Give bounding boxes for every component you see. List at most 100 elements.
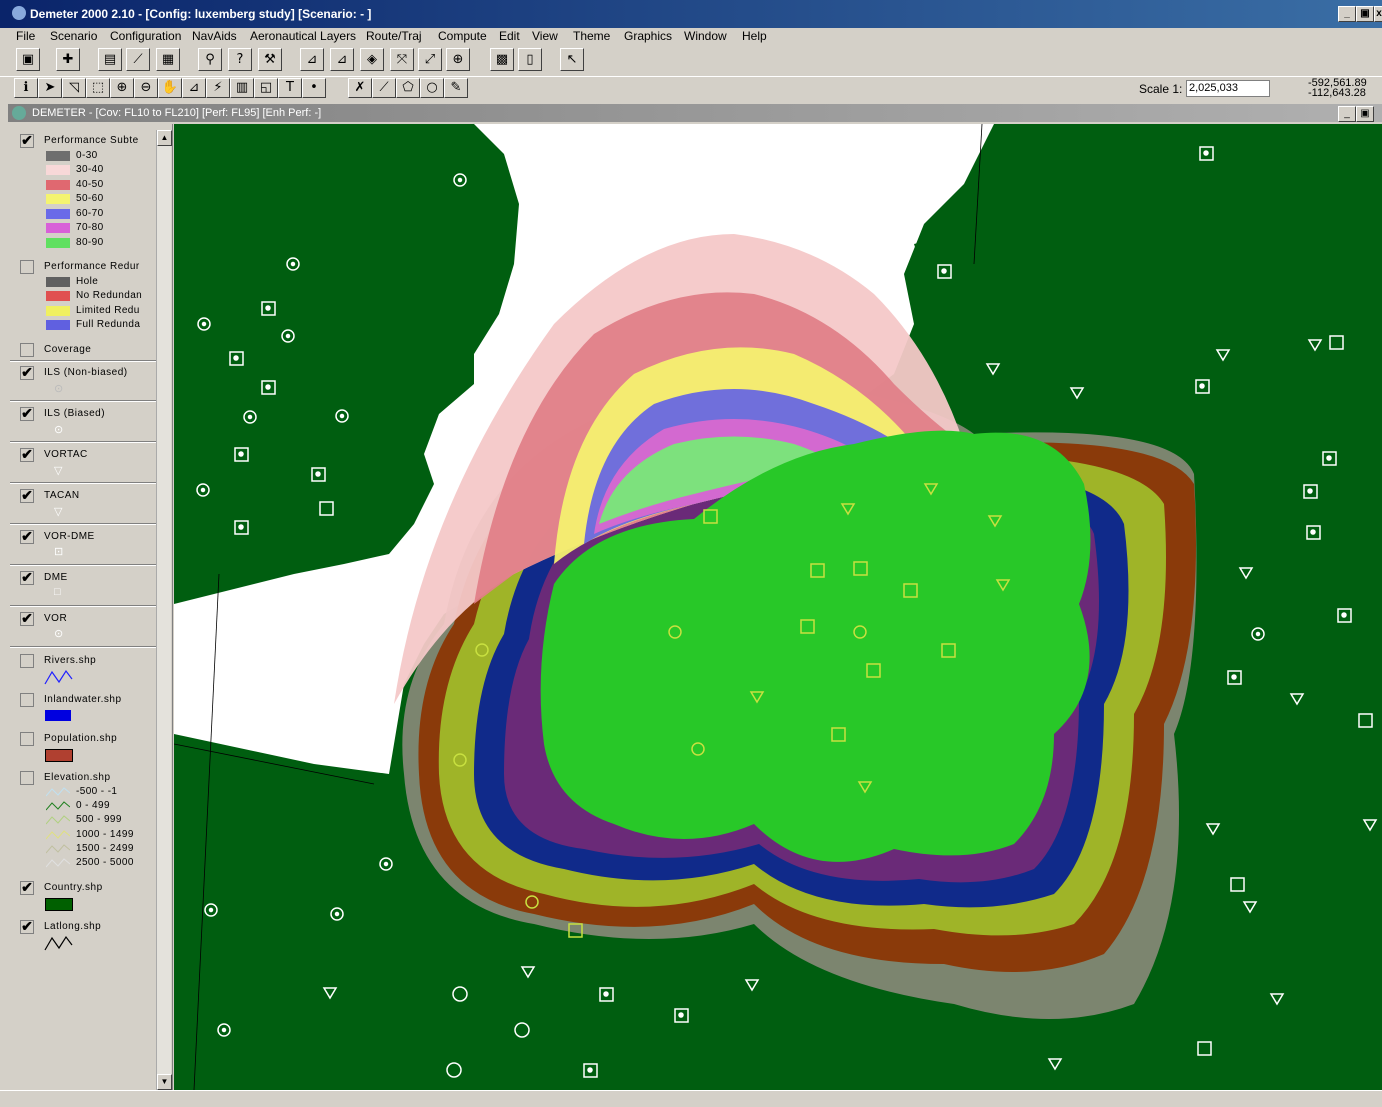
menu-view[interactable]: View bbox=[532, 29, 558, 43]
vor-icon[interactable] bbox=[217, 1023, 231, 1037]
vor-dme-icon[interactable] bbox=[311, 467, 326, 482]
menu-help[interactable]: Help bbox=[742, 29, 767, 43]
ils-biased-checkbox[interactable]: ✔ bbox=[20, 405, 34, 421]
coverage-checkbox[interactable] bbox=[20, 343, 34, 357]
vor-dme-icon[interactable] bbox=[261, 380, 276, 395]
performance-redundancy-checkbox[interactable] bbox=[20, 260, 34, 274]
draw-line-icon[interactable]: ⟋ bbox=[372, 78, 396, 98]
dme-icon[interactable] bbox=[1329, 335, 1344, 350]
vor-icon[interactable] bbox=[668, 625, 682, 639]
vortac-icon[interactable] bbox=[840, 503, 856, 516]
menu-navaids[interactable]: NavAids bbox=[192, 29, 237, 43]
vor-dme-icon[interactable] bbox=[229, 351, 244, 366]
edit-config-icon[interactable]: ▤ bbox=[98, 48, 122, 71]
context-help-icon[interactable]: ↖ bbox=[560, 48, 584, 71]
vor-icon[interactable] bbox=[453, 173, 467, 187]
info-icon[interactable]: ℹ bbox=[14, 78, 38, 98]
vor-dme-icon[interactable] bbox=[234, 520, 249, 535]
legend-scrollbar[interactable]: ▲ ▼ bbox=[156, 130, 172, 1090]
vortac-icon[interactable] bbox=[520, 966, 536, 979]
vortac-icon[interactable] bbox=[1069, 387, 1085, 400]
vor-dme-icon[interactable] bbox=[674, 1008, 689, 1023]
vor-dme-icon[interactable] bbox=[853, 561, 868, 576]
vortac-icon[interactable] bbox=[1215, 349, 1231, 362]
vor-icon[interactable] bbox=[475, 643, 489, 657]
vor-icon[interactable] bbox=[335, 409, 349, 423]
menu-compute[interactable]: Compute bbox=[438, 29, 487, 43]
hotlink-icon[interactable]: ⚡ bbox=[206, 78, 230, 98]
expand-icon[interactable]: ⤢ bbox=[418, 48, 442, 71]
zoom-out-icon[interactable]: ⊖ bbox=[134, 78, 158, 98]
table-icon[interactable]: ▦ bbox=[156, 48, 180, 71]
save-icon[interactable]: ▣ bbox=[16, 48, 40, 71]
menu-theme[interactable]: Theme bbox=[573, 29, 611, 43]
vor-dme-icon[interactable] bbox=[866, 663, 881, 678]
vor-icon[interactable] bbox=[853, 625, 867, 639]
vortac-icon[interactable] bbox=[1242, 901, 1258, 914]
vor-icon[interactable] bbox=[1251, 627, 1265, 641]
vor-dme-icon[interactable] bbox=[1199, 146, 1214, 161]
dme-icon[interactable] bbox=[319, 501, 334, 516]
vortac-icon[interactable] bbox=[1205, 823, 1221, 836]
measure-icon[interactable]: ⊿ bbox=[182, 78, 206, 98]
layer-edit-icon[interactable]: ⊿ bbox=[300, 48, 324, 71]
vor-icon[interactable] bbox=[197, 317, 211, 331]
vortac-icon[interactable] bbox=[987, 515, 1003, 528]
close-button[interactable]: x bbox=[1374, 6, 1382, 22]
vor-icon[interactable] bbox=[525, 895, 539, 909]
menu-configuration[interactable]: Configuration bbox=[110, 29, 182, 43]
binoculars-icon[interactable]: ⚲ bbox=[198, 48, 222, 71]
route-icon[interactable]: ⟋ bbox=[126, 48, 150, 71]
vertex-icon[interactable]: ◹ bbox=[62, 78, 86, 98]
map-restore-button[interactable]: ▣ bbox=[1356, 106, 1374, 122]
center-icon[interactable]: ⊕ bbox=[446, 48, 470, 71]
vor-icon[interactable] bbox=[379, 857, 393, 871]
vor-dme-icon[interactable] bbox=[599, 987, 614, 1002]
menu-window[interactable]: Window bbox=[684, 29, 727, 43]
vor-dme-checkbox[interactable]: ✔ bbox=[20, 528, 34, 544]
select-box-icon[interactable]: ⬚ bbox=[86, 78, 110, 98]
vor-dme-icon[interactable] bbox=[568, 923, 583, 938]
label-icon[interactable]: ▥ bbox=[230, 78, 254, 98]
vor-dme-icon[interactable] bbox=[810, 563, 825, 578]
vor-icon[interactable] bbox=[243, 410, 257, 424]
window-title-bar[interactable]: Demeter 2000 2.10 - [Config: luxemberg s… bbox=[0, 0, 1382, 28]
menu-edit[interactable]: Edit bbox=[499, 29, 520, 43]
grid-icon[interactable]: ▩ bbox=[490, 48, 514, 71]
elevation-checkbox[interactable] bbox=[20, 771, 34, 785]
menu-route-traj[interactable]: Route/Traj bbox=[366, 29, 422, 43]
pointer-icon[interactable]: ➤ bbox=[38, 78, 62, 98]
ils-nonbiased-checkbox[interactable]: ✔ bbox=[20, 364, 34, 380]
vor-icon[interactable] bbox=[281, 329, 295, 343]
rivers-checkbox[interactable] bbox=[20, 654, 34, 668]
latlong-checkbox[interactable]: ✔ bbox=[20, 918, 34, 934]
vor-dme-icon[interactable] bbox=[941, 643, 956, 658]
minimize-button[interactable]: _ bbox=[1338, 6, 1356, 22]
inlandwater-checkbox[interactable] bbox=[20, 693, 34, 707]
shrink-icon[interactable]: ⤧ bbox=[390, 48, 414, 71]
draw-circle-icon[interactable]: ○ bbox=[420, 78, 444, 98]
vortac-icon[interactable] bbox=[749, 691, 765, 704]
vortac-icon[interactable] bbox=[1362, 819, 1378, 832]
point-icon[interactable]: • bbox=[302, 78, 326, 98]
vortac-icon[interactable] bbox=[1269, 993, 1285, 1006]
draw-freehand-icon[interactable]: ✎ bbox=[444, 78, 468, 98]
scroll-up-arrow-icon[interactable]: ▲ bbox=[157, 130, 172, 146]
vor-dme-icon[interactable] bbox=[234, 447, 249, 462]
dme-icon[interactable] bbox=[1197, 1041, 1212, 1056]
vortac-icon[interactable] bbox=[995, 579, 1011, 592]
menu-aeronautical-layers[interactable]: Aeronautical Layers bbox=[250, 29, 357, 43]
vor-icon[interactable] bbox=[691, 742, 705, 756]
vor-dme-icon[interactable] bbox=[937, 264, 952, 279]
vortac-icon[interactable] bbox=[1307, 339, 1323, 352]
panel-icon[interactable]: ▯ bbox=[518, 48, 542, 71]
dme-icon[interactable] bbox=[1230, 877, 1245, 892]
vortac-icon[interactable] bbox=[1238, 567, 1254, 580]
vor-icon[interactable] bbox=[196, 483, 210, 497]
draw-polygon-icon[interactable]: ⬠ bbox=[396, 78, 420, 98]
menu-graphics[interactable]: Graphics bbox=[624, 29, 673, 43]
zoom-in-icon[interactable]: ⊕ bbox=[110, 78, 134, 98]
tacan-icon[interactable] bbox=[514, 1022, 530, 1038]
tacan-checkbox[interactable]: ✔ bbox=[20, 487, 34, 503]
map-minimize-button[interactable]: _ bbox=[1338, 106, 1356, 122]
